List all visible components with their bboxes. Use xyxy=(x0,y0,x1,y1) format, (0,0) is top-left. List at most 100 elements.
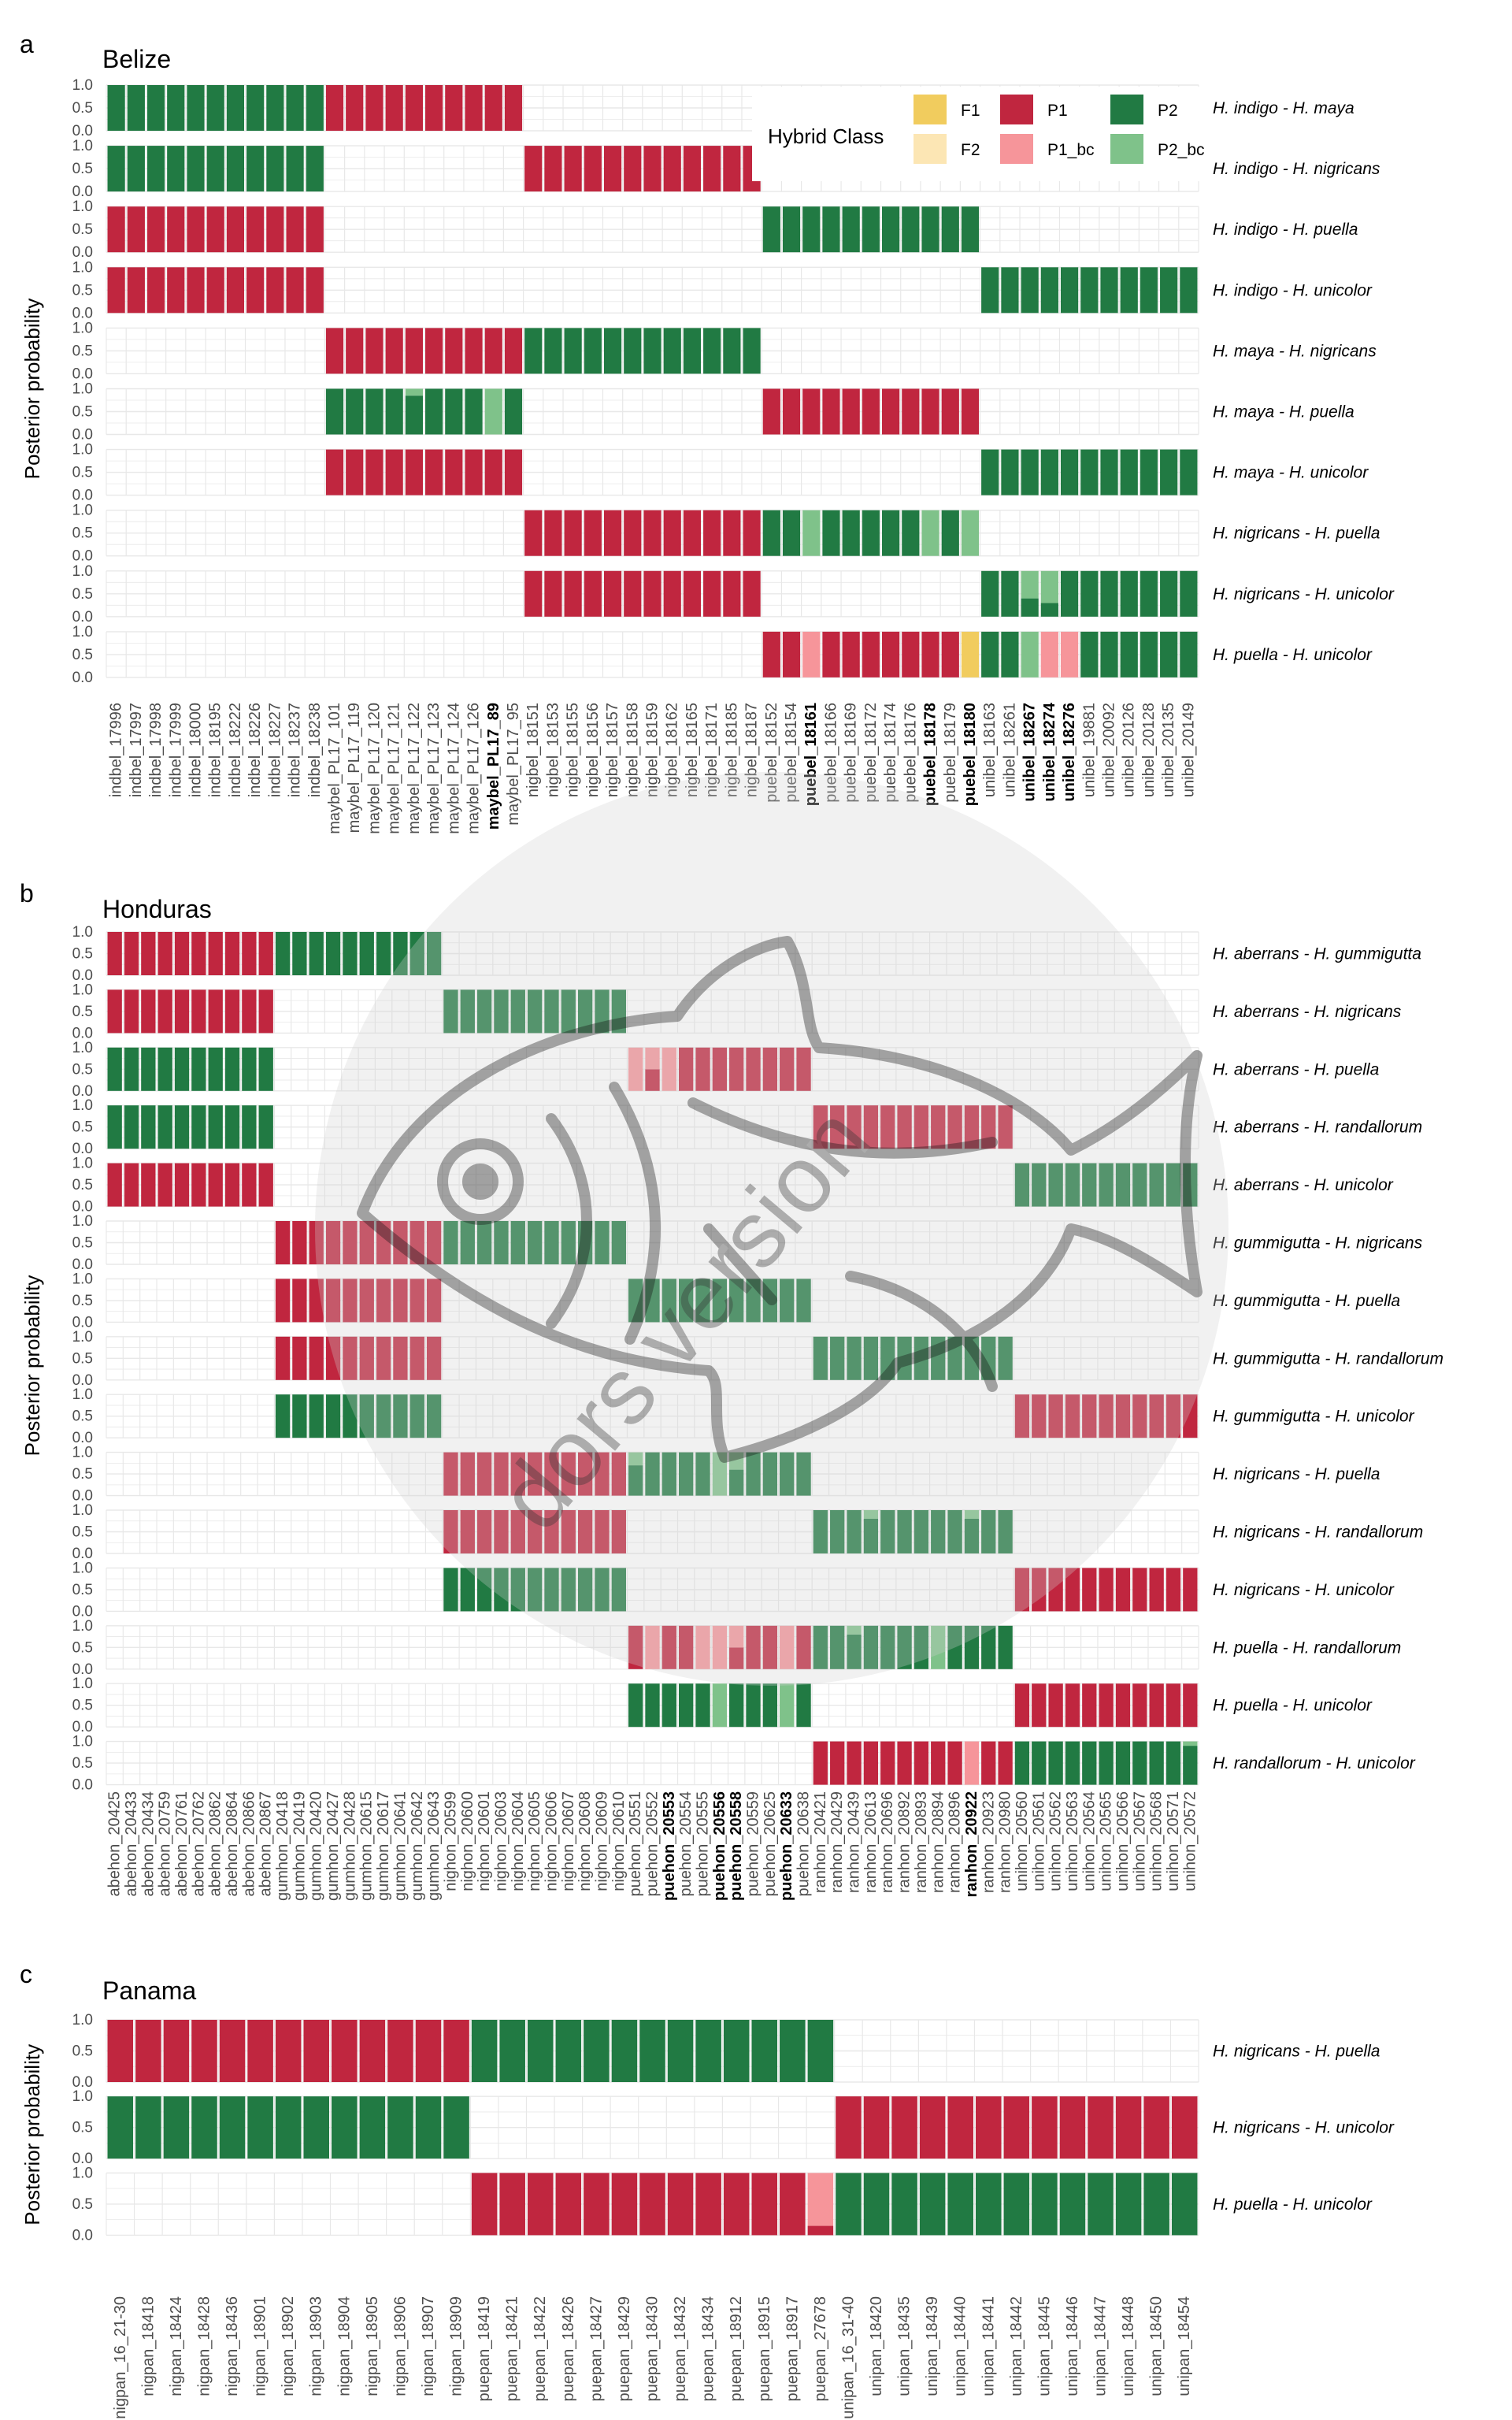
bar-ranhon-20439-p1 xyxy=(847,1741,862,1785)
x-tick-label-nigbel-18153: nigbel_18153 xyxy=(544,703,561,797)
bar-nigbel-18158-p1 xyxy=(624,510,642,556)
bar-puepan-18426-p1 xyxy=(555,2173,582,2236)
bar-unibel-18267-p2-bc xyxy=(1021,631,1039,677)
bar-puepan-18432-p2 xyxy=(667,2020,694,2082)
x-tick-label-nigbel-18185: nigbel_18185 xyxy=(723,703,740,797)
bar-ranhon-20696-p2 xyxy=(880,1510,895,1553)
x-tick-label-unipan-18435: unipan_18435 xyxy=(896,2296,914,2396)
fish-eye-pupil xyxy=(462,1164,498,1200)
facet-row-h-nigricans-h-unicolor: 0.0 0.5 1.0 H. nigricans - H. unicolor xyxy=(72,1560,1395,1620)
bar-puehon-20554-p1 xyxy=(679,1625,694,1669)
bar-puebel-18166-p1 xyxy=(822,631,840,677)
bar-unihon-20562-p1 xyxy=(1048,1568,1063,1612)
bar-unihon-20560-p2 xyxy=(1014,1163,1030,1207)
bar-ranhon-20429-p1 xyxy=(830,1741,845,1785)
bar-nighon-20606-p2 xyxy=(544,1221,559,1264)
x-tick-label-ranhon-20892: ranhon_20892 xyxy=(896,1791,914,1893)
x-tick-label-ranhon-20696: ranhon_20696 xyxy=(879,1791,896,1893)
bar-maybel-pl17-101-p2 xyxy=(325,388,344,435)
bar-puepan-18912-p2 xyxy=(723,2020,750,2082)
bar-nighon-20603-p2 xyxy=(494,989,509,1034)
fish-body-outline xyxy=(357,936,1203,1463)
bar-maybel-pl17-126-p1 xyxy=(465,328,483,374)
x-tick-label-gumhon-20428: gumhon_20428 xyxy=(341,1791,358,1901)
bar-unibel-18163-p2 xyxy=(981,570,999,617)
x-tick-label-puepan-27678: puepan_27678 xyxy=(812,2296,829,2401)
x-tick-label-unibel-18163: unibel_18163 xyxy=(981,703,999,797)
bar-unibel-19881-p2 xyxy=(1080,570,1099,617)
bar-nighon-20599-p2 xyxy=(443,1221,458,1264)
x-tick-label-ranhon-20421: ranhon_20421 xyxy=(812,1791,829,1893)
bar-puehon-20625-p2 xyxy=(762,1683,778,1728)
bar-puepan-18429-p1 xyxy=(611,2173,638,2236)
y-tick-label: 0.5 xyxy=(72,221,93,238)
bar-nighon-20601-p1 xyxy=(476,1452,492,1496)
bar-ranhon-20696-p2 xyxy=(880,1625,895,1669)
x-tick-label-puehon-20551: puehon_20551 xyxy=(627,1791,644,1896)
y-tick-label: 0.0 xyxy=(72,488,93,504)
bar-unihon-20561-p1 xyxy=(1032,1394,1047,1438)
panel-title: Panama xyxy=(102,1976,196,2005)
y-tick-label: 0.5 xyxy=(72,1582,93,1598)
bar-maybel-pl17-123-p1 xyxy=(424,449,443,496)
bar-puebel-18178-p1 xyxy=(921,631,939,677)
bar-nighon-20610-p2 xyxy=(611,1568,626,1612)
fish-icon xyxy=(357,936,1203,1463)
bar-unipan-18446-p2 xyxy=(1059,2173,1086,2236)
bar-puebel-18176-p2 xyxy=(902,510,920,556)
x-tick-label-unipan-18447: unipan_18447 xyxy=(1092,2296,1110,2396)
bar-nighon-20601-p2 xyxy=(476,1568,492,1612)
bar-unipan-18447-p1 xyxy=(1088,2096,1114,2159)
x-tick-label-nighon-20608: nighon_20608 xyxy=(576,1791,594,1891)
bar-puehon-20633-p1-bc xyxy=(780,1625,795,1669)
bar-unihon-20567-p2 xyxy=(1132,1741,1147,1785)
bar-unihon-20568-p2 xyxy=(1149,1163,1164,1207)
y-tick-label: 0.5 xyxy=(72,2196,93,2213)
bar-nighon-20606-p1 xyxy=(544,1510,559,1553)
bar-nighon-20607-p2 xyxy=(561,1568,576,1612)
bar-puebel-18180-p2-bc xyxy=(961,510,980,556)
bar-gumhon-20420-p2 xyxy=(309,1394,324,1438)
bar-puebel-18152-p2 xyxy=(762,206,780,253)
x-tick-label-unibel-18261: unibel_18261 xyxy=(1001,703,1018,797)
bar-nighon-20607-p1 xyxy=(561,1452,576,1496)
bar-nigbel-18185-p1 xyxy=(723,146,741,192)
y-tick-label: 0.5 xyxy=(72,946,93,963)
x-tick-label-unihon-20572: unihon_20572 xyxy=(1181,1791,1199,1891)
bar-nigbel-18171-p1 xyxy=(703,146,721,192)
y-tick-label: 0.5 xyxy=(72,161,93,177)
bar-indbel-17996-p2 xyxy=(107,146,125,192)
bar-gumhon-20617-p2 xyxy=(376,1394,391,1438)
bar-puebel-18169-p2 xyxy=(842,206,860,253)
facet-strip-label: H. aberrans - H. gummigutta xyxy=(1213,945,1421,963)
bar-abehon-20864-p1 xyxy=(224,1163,240,1207)
bar-unihon-20567-p2 xyxy=(1132,1163,1147,1207)
bar-nigbel-18158-p2 xyxy=(624,328,642,374)
bar-puebel-18176-p1 xyxy=(902,388,920,435)
bar-nighon-20599-p1 xyxy=(443,1452,458,1496)
bar-unihon-20565-p1 xyxy=(1099,1683,1114,1728)
bar-puehon-20551-p2 xyxy=(628,1465,643,1496)
bar-ranhon-20892-p1 xyxy=(897,1741,912,1785)
x-tick-label-nigpan-18906: nigpan_18906 xyxy=(391,2296,409,2396)
bar-maybel-pl17-95-p2 xyxy=(504,388,523,435)
bar-puehon-20559-p2 xyxy=(746,1683,761,1728)
y-tick-label: 1.0 xyxy=(72,624,93,640)
bar-ranhon-20613-p2 xyxy=(863,1519,879,1553)
bar-unihon-20560-p2 xyxy=(1014,1741,1030,1785)
y-tick-label: 1.0 xyxy=(72,1156,93,1172)
x-tick-label-nigpan-18424: nigpan_18424 xyxy=(168,2296,185,2396)
bar-puepan-27678-p2 xyxy=(807,2020,834,2082)
facet-strip-label: H. nigricans - H. unicolor xyxy=(1213,2119,1395,2137)
bar-gumhon-20418-p1 xyxy=(275,1336,291,1380)
bar-nigbel-18162-p2 xyxy=(663,328,681,374)
facet-strip-label: H. indigo - H. unicolor xyxy=(1213,281,1373,299)
bar-nigbel-18155-p1 xyxy=(564,146,582,192)
panel-a: a Belize Posterior probability 0.0 0.5 1.0 H. … xyxy=(20,30,1395,834)
bar-abehon-20425-p1 xyxy=(107,1163,122,1207)
y-tick-label: 1.0 xyxy=(72,320,93,336)
bar-puepan-27678-p1 xyxy=(807,2225,834,2236)
facet-row-h-randallorum-h-unicolor: 0.0 0.5 1.0 H. randallorum - H. unicolor xyxy=(72,1734,1416,1794)
bar-puepan-18917-p1 xyxy=(780,2173,806,2236)
bar-unipan-18440-p1 xyxy=(947,2096,973,2159)
